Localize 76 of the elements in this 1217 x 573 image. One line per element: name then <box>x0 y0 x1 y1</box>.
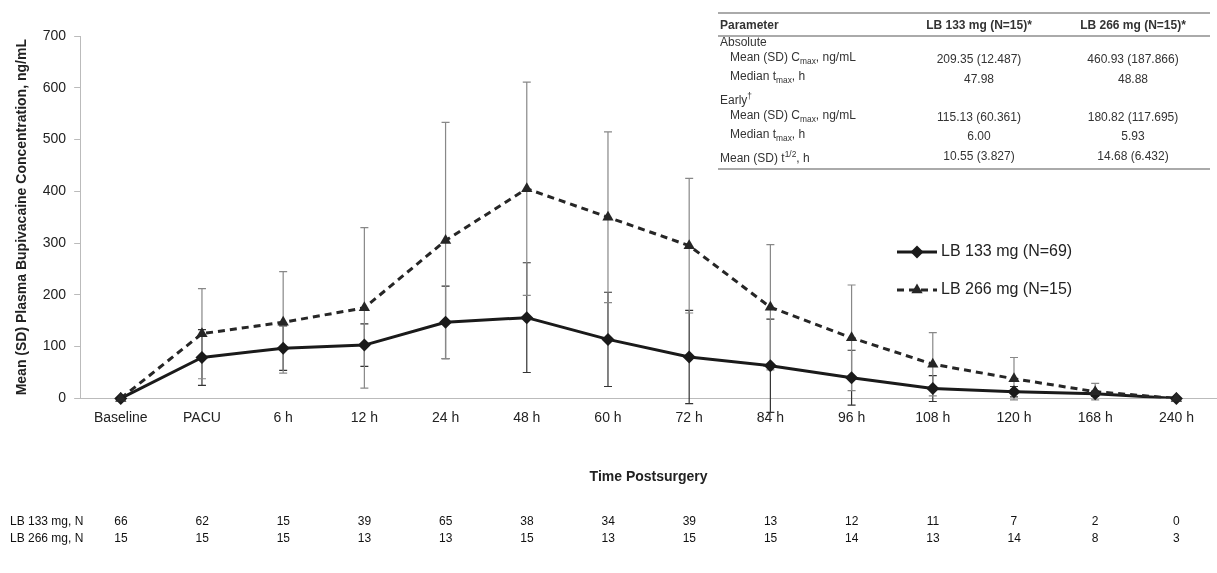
y-tick-label: 200 <box>42 285 67 302</box>
annotation: Early$^{†}$ <box>719 89 753 108</box>
annotation: 460.93 (187.866) <box>1086 51 1180 69</box>
y-tick-label: 400 <box>42 182 67 199</box>
text: 15 <box>114 531 128 545</box>
x-tick-label: 48 h <box>513 408 541 425</box>
text: 13 <box>439 531 453 545</box>
annotation: 115.13 (60.361) <box>936 108 1022 126</box>
text: 13 <box>763 514 778 528</box>
text: 3 <box>1172 531 1180 545</box>
text: 13 <box>357 531 372 545</box>
x-tick-label: 6 h <box>273 408 293 425</box>
text: 34 <box>601 514 615 528</box>
text: 11 <box>926 514 940 528</box>
text: 62 <box>195 514 209 528</box>
annotation: 14.68 (6.432) <box>1096 147 1170 165</box>
annotation: 209.35 (12.487) <box>935 51 1023 69</box>
y-tick-label: 700 <box>42 26 67 43</box>
text: 15 <box>682 531 697 545</box>
y-tick-label: 0 <box>58 389 67 406</box>
y-axis-title: Mean (SD) Plasma Bupivacaine Concentration, ng/mL <box>13 38 30 396</box>
x-tick-label: 84 h <box>756 408 785 425</box>
text: 65 <box>439 514 453 528</box>
annotation: 5.93 <box>1120 128 1146 146</box>
annotation: 48.88 <box>1117 70 1149 88</box>
x-tick-label: Baseline <box>93 408 148 425</box>
annotation: 10.55 (3.827) <box>942 147 1016 165</box>
text: 14 <box>1007 531 1021 545</box>
annotation: Absolute <box>719 35 768 50</box>
annotation: 180.82 (117.695) <box>1086 108 1180 126</box>
y-tick-label: 600 <box>42 78 67 95</box>
text: 39 <box>682 514 697 528</box>
y-tick-label: 100 <box>42 337 67 354</box>
x-tick-label: PACU <box>183 408 221 425</box>
x-tick-label: 12 h <box>350 408 378 425</box>
text: 8 <box>1091 531 1099 545</box>
text: Parameter <box>719 17 780 34</box>
annotation: Mean (SD) C$_{max}$, ng/mL <box>729 107 857 127</box>
text: 15 <box>520 531 534 545</box>
x-tick-label: 168 h <box>1077 408 1113 425</box>
y-tick-label: 500 <box>42 130 67 147</box>
x-tick-label: 60 h <box>594 408 622 425</box>
annotation: Mean (SD) C$_{max}$, ng/mL <box>729 50 857 69</box>
x-tick-label: 108 h <box>915 408 951 425</box>
x-axis-title: Time Postsurgery <box>589 468 708 485</box>
annotation: Mean (SD) t$^{1/2}$, h <box>719 147 811 166</box>
text: 0 <box>1172 514 1180 528</box>
text: 13 <box>601 531 615 545</box>
text: 38 <box>520 514 534 528</box>
legend-label: LB 266 mg (N=15) <box>941 280 1073 298</box>
text: 15 <box>763 531 778 545</box>
text: 15 <box>276 531 291 545</box>
annotation: Median t$_{max}$, h <box>729 69 807 88</box>
y-tick-label: 300 <box>42 233 67 250</box>
text: 39 <box>357 514 372 528</box>
x-tick-label: 96 h <box>837 408 866 425</box>
text: LB 266 mg (N=15)* <box>1079 17 1187 34</box>
text: 12 <box>845 514 859 528</box>
x-tick-label: 72 h <box>675 408 703 425</box>
text: 14 <box>845 531 859 545</box>
annotation: 47.98 <box>963 70 995 88</box>
x-tick-label: 240 h <box>1158 408 1194 425</box>
legend-label: LB 133 mg (N=69) <box>941 242 1073 260</box>
text: 13 <box>926 531 940 545</box>
text: 15 <box>276 514 291 528</box>
text: LB 266 mg, N <box>10 531 84 545</box>
text: 7 <box>1010 514 1018 528</box>
text: LB 133 mg (N=15)* <box>925 17 1033 34</box>
text: 66 <box>114 514 128 528</box>
annotation: 6.00 <box>966 128 992 146</box>
x-tick-label: 120 h <box>996 408 1032 425</box>
x-tick-label: 24 h <box>431 408 460 425</box>
text: 15 <box>195 531 209 545</box>
text: 2 <box>1091 514 1099 528</box>
text: LB 133 mg, N <box>10 514 84 528</box>
annotation: Median t$_{max}$, h <box>729 127 807 146</box>
